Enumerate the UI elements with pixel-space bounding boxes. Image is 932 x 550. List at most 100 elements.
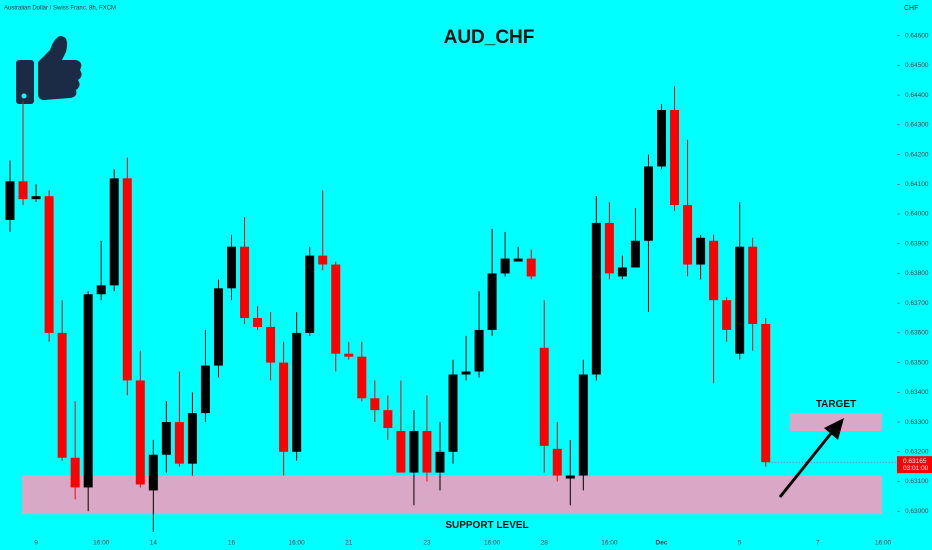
y-tick-label: 0.64200	[905, 151, 929, 158]
x-tick-label: 21	[345, 540, 353, 547]
candle-body	[396, 430, 406, 473]
x-tick-label: 16:00	[484, 540, 501, 547]
candle-body	[18, 181, 28, 200]
candle-body	[253, 318, 263, 327]
candle-body	[31, 196, 41, 200]
candle-body	[331, 264, 341, 354]
candle-body	[305, 255, 315, 333]
candle-body	[266, 326, 276, 363]
candle-body	[709, 240, 719, 301]
x-tick-label: 16	[228, 540, 236, 547]
y-tick-label: 0.64100	[905, 181, 929, 188]
x-tick-label: 16:00	[289, 540, 306, 547]
candle-body	[44, 196, 54, 333]
y-tick-label: 0.63200	[905, 448, 929, 455]
y-tick-label: 0.64600	[905, 32, 929, 39]
y-tick-label: 0.64500	[905, 62, 929, 69]
y-tick-label: 0.63600	[905, 330, 929, 337]
candle-body	[435, 451, 445, 473]
candle-body	[513, 258, 523, 262]
x-tick-label: 5	[738, 540, 742, 547]
candle-body	[643, 166, 653, 241]
candle-body	[526, 258, 536, 277]
symbol-info: Australian Dollar / Swiss Franc, 8h, FXC…	[4, 6, 116, 12]
y-tick-label: 0.64400	[905, 92, 929, 99]
candle-body	[565, 475, 575, 479]
currency-label: CHF	[904, 5, 918, 12]
x-tick-label: 16:00	[93, 540, 110, 547]
candle-body	[422, 430, 432, 473]
x-tick-label: 28	[541, 540, 549, 547]
x-tick-label: 16:00	[875, 540, 892, 547]
candle-body	[96, 285, 106, 295]
candle-body	[109, 178, 119, 286]
candle-body	[292, 332, 302, 452]
candle-body	[604, 222, 614, 274]
y-tick-label: 0.63300	[905, 419, 929, 426]
y-tick-label: 0.63700	[905, 300, 929, 307]
chart-title: AUD_CHF	[444, 27, 535, 48]
candle-body	[187, 413, 197, 464]
candle-body	[735, 246, 745, 354]
candle-body	[161, 422, 171, 455]
y-tick-label: 0.64300	[905, 122, 929, 129]
candle-body	[461, 371, 471, 375]
candle-body	[657, 109, 666, 167]
candle-body	[383, 410, 393, 428]
candle-body	[135, 380, 145, 485]
y-tick-label: 0.63400	[905, 389, 929, 396]
candle-body	[761, 323, 771, 463]
y-tick-label: 0.64000	[905, 211, 929, 218]
candle-body	[148, 454, 158, 491]
countdown-label: 03:01:00	[903, 465, 929, 472]
candle-body	[448, 374, 458, 452]
candle-body	[213, 288, 223, 366]
y-tick-label: 0.63000	[905, 508, 929, 515]
y-tick-label: 0.63900	[905, 240, 929, 247]
candle-body	[357, 356, 367, 399]
y-tick-label: 0.63500	[905, 359, 929, 366]
candle-body	[591, 222, 601, 375]
x-tick-label: Dec	[656, 540, 668, 547]
candle-body	[240, 246, 250, 319]
candle-body	[83, 294, 93, 488]
candle-body	[70, 457, 80, 488]
candle-body	[578, 374, 588, 476]
candle-body	[318, 255, 328, 265]
x-tick-label: 23	[423, 540, 431, 547]
zone	[22, 475, 882, 515]
zone-label: SUPPORT LEVEL	[445, 520, 528, 531]
candle-body	[279, 362, 289, 452]
candle-body	[474, 329, 484, 372]
candle-body	[57, 332, 67, 458]
candle-body	[748, 246, 758, 324]
candle-body	[344, 353, 354, 357]
candle-body	[409, 430, 419, 473]
candle-body	[696, 237, 706, 265]
candle-body	[370, 398, 380, 411]
candle-body	[5, 181, 15, 220]
candle-body	[174, 422, 184, 464]
candle-body	[552, 448, 562, 476]
candle-body	[500, 258, 510, 274]
x-tick-label: 9	[34, 540, 38, 547]
x-tick-label: 14	[150, 540, 158, 547]
candle-body	[670, 109, 680, 206]
x-tick-label: 7	[816, 540, 820, 547]
thumbs-up-icon	[16, 36, 82, 104]
candle-body	[227, 246, 237, 289]
zone-label: TARGET	[816, 399, 856, 410]
y-tick-label: 0.63100	[905, 478, 929, 485]
candle-body	[683, 205, 693, 265]
candle-body	[539, 347, 549, 446]
last-price-tag	[897, 456, 932, 474]
candle-body	[487, 273, 497, 330]
y-tick-label: 0.63800	[905, 270, 929, 277]
candle-body	[617, 267, 627, 277]
candle-body	[630, 240, 640, 268]
candle-body	[122, 178, 132, 381]
candle-body	[200, 365, 210, 414]
candle-body	[722, 300, 732, 330]
last-price-label: 0.63165	[903, 458, 927, 465]
